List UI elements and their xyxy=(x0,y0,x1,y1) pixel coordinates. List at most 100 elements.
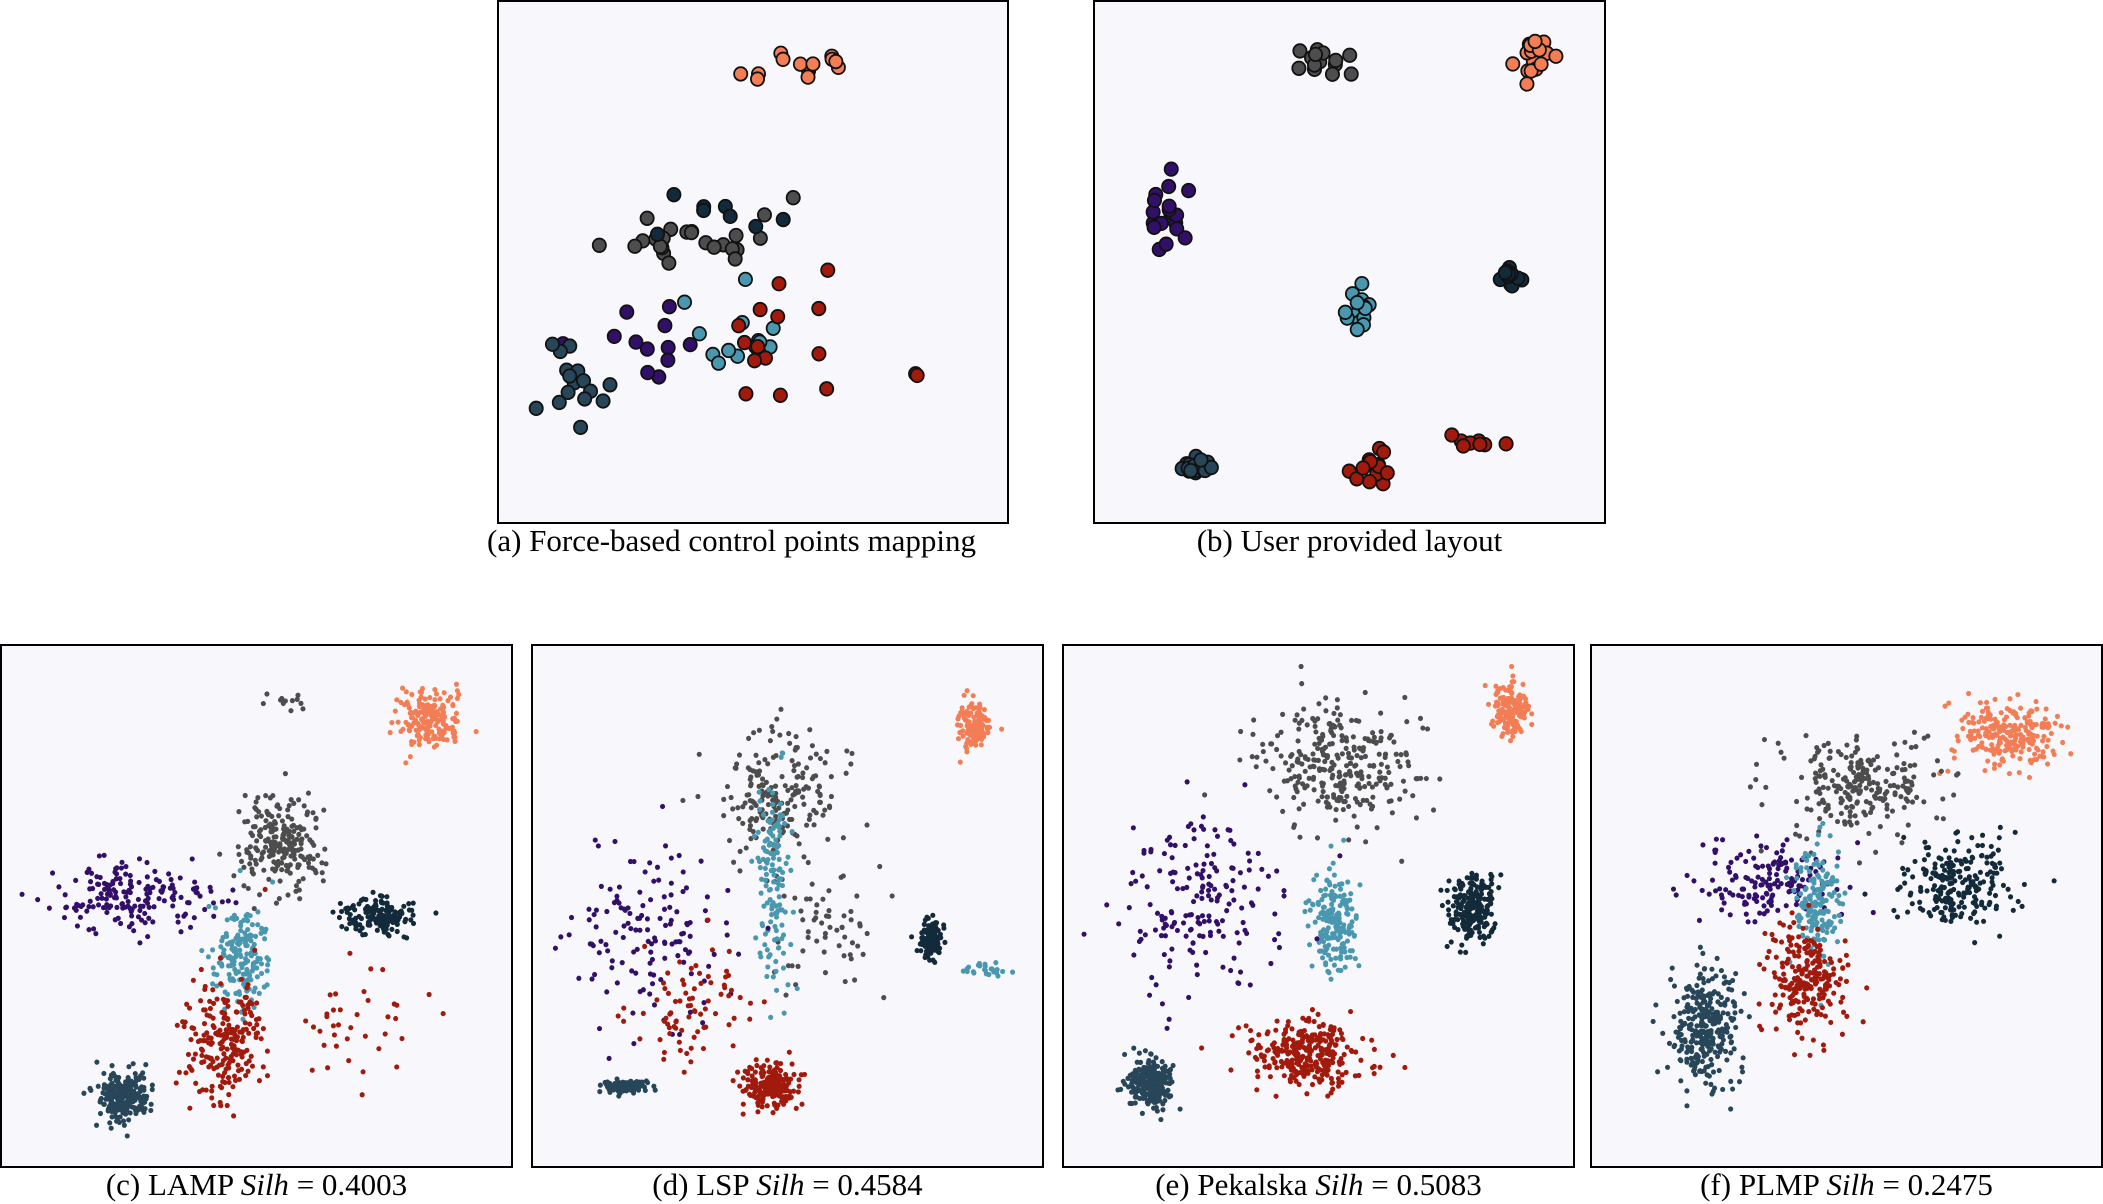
data-point-red xyxy=(777,1090,783,1096)
data-point-orange xyxy=(2000,758,2006,764)
data-point-red xyxy=(615,1013,621,1019)
data-point-navy xyxy=(1475,904,1481,910)
data-point-purple xyxy=(1230,878,1236,884)
data-point-orange xyxy=(2004,737,2010,744)
data-point-gray xyxy=(283,850,289,856)
data-point-purple xyxy=(96,853,102,859)
data-point-teal xyxy=(1335,917,1341,923)
data-point-red xyxy=(1267,1074,1273,1080)
data-point-slate xyxy=(106,1092,112,1098)
data-point-red xyxy=(1278,1058,1284,1065)
data-point-purple xyxy=(46,905,52,911)
data-point-orange xyxy=(2006,770,2012,777)
data-point-navy xyxy=(1486,884,1492,890)
data-point-orange xyxy=(392,708,398,714)
data-point-purple xyxy=(667,904,673,910)
data-point-gray xyxy=(1860,765,1866,771)
data-point-purple xyxy=(1191,827,1197,833)
data-point-gray xyxy=(1331,710,1337,717)
data-point-purple xyxy=(637,889,643,895)
data-point-gray xyxy=(889,893,895,899)
data-point-red xyxy=(1335,1069,1341,1075)
data-point-red xyxy=(1324,1066,1330,1072)
data-point-red xyxy=(359,1092,365,1098)
data-point-gray xyxy=(1821,742,1827,749)
data-point-teal xyxy=(270,879,276,885)
data-point-orange xyxy=(403,760,409,766)
data-point-slate xyxy=(1145,1098,1151,1104)
data-point-navy xyxy=(1467,912,1473,918)
data-point-gray xyxy=(1803,732,1809,739)
data-point-gray xyxy=(785,787,791,794)
data-point-red xyxy=(1228,1067,1234,1073)
data-point-orange xyxy=(1505,708,1511,714)
data-point-purple xyxy=(616,900,622,906)
data-point-red xyxy=(789,1061,795,1067)
data-point-slate xyxy=(1165,1087,1171,1093)
data-point-purple xyxy=(1187,947,1193,953)
data-point-gray xyxy=(1251,717,1257,723)
data-point-purple xyxy=(101,852,107,858)
data-point-gray xyxy=(246,850,252,856)
data-point-teal xyxy=(766,887,772,893)
data-point-red xyxy=(1285,1051,1291,1057)
data-point-gray xyxy=(1329,775,1335,781)
data-point-red xyxy=(771,1076,777,1083)
data-point-orange xyxy=(408,715,415,721)
data-point-purple xyxy=(1161,178,1177,195)
data-point-teal xyxy=(262,929,268,935)
data-point-navy xyxy=(649,226,665,242)
data-point-navy xyxy=(358,915,365,922)
data-point-red xyxy=(1328,1033,1334,1039)
data-point-gray xyxy=(1852,749,1858,755)
data-point-purple xyxy=(144,874,150,880)
data-point-orange xyxy=(422,736,429,742)
data-point-red xyxy=(199,1059,205,1066)
data-point-slate xyxy=(118,1085,124,1091)
data-point-gray xyxy=(1360,797,1366,803)
data-point-purple xyxy=(586,906,592,912)
data-point-purple xyxy=(1199,875,1205,881)
data-point-red xyxy=(621,1018,627,1024)
data-point-teal xyxy=(768,830,774,836)
data-point-slate xyxy=(1131,1045,1137,1051)
data-point-teal xyxy=(778,754,784,760)
data-point-gray xyxy=(827,804,833,811)
data-point-purple xyxy=(1170,879,1176,885)
data-point-slate xyxy=(1128,1089,1135,1095)
data-point-gray xyxy=(591,237,607,253)
data-point-teal xyxy=(225,991,231,997)
data-point-purple xyxy=(661,298,677,315)
data-point-orange xyxy=(1955,738,1961,744)
data-point-teal xyxy=(218,944,224,950)
data-point-red xyxy=(330,1023,336,1029)
data-point-navy xyxy=(932,959,938,965)
data-point-purple xyxy=(631,858,637,865)
data-point-red xyxy=(206,1040,212,1046)
data-point-slate xyxy=(1120,1078,1126,1084)
data-point-red xyxy=(820,262,836,278)
data-point-orange xyxy=(2048,730,2054,737)
data-point-purple xyxy=(1190,940,1196,946)
data-point-purple xyxy=(677,939,683,945)
data-point-teal xyxy=(721,342,737,359)
data-point-gray xyxy=(1341,798,1347,805)
data-point-slate xyxy=(101,1101,107,1107)
data-point-purple xyxy=(1228,837,1234,844)
data-point-gray xyxy=(1842,821,1848,827)
data-point-teal xyxy=(1318,887,1324,894)
data-point-orange xyxy=(1986,734,1992,740)
data-point-purple xyxy=(1281,893,1287,899)
data-point-navy xyxy=(371,904,377,910)
data-point-slate xyxy=(1155,1085,1161,1091)
data-point-gray xyxy=(1289,751,1295,758)
data-point-purple xyxy=(161,898,167,904)
data-point-gray xyxy=(1296,720,1302,726)
data-point-navy xyxy=(1488,900,1494,906)
data-point-purple xyxy=(1259,866,1265,872)
data-point-gray xyxy=(1866,776,1872,782)
data-point-teal xyxy=(764,973,770,980)
data-point-purple xyxy=(595,843,601,849)
data-point-slate xyxy=(121,1118,127,1124)
data-point-navy xyxy=(1484,910,1490,916)
